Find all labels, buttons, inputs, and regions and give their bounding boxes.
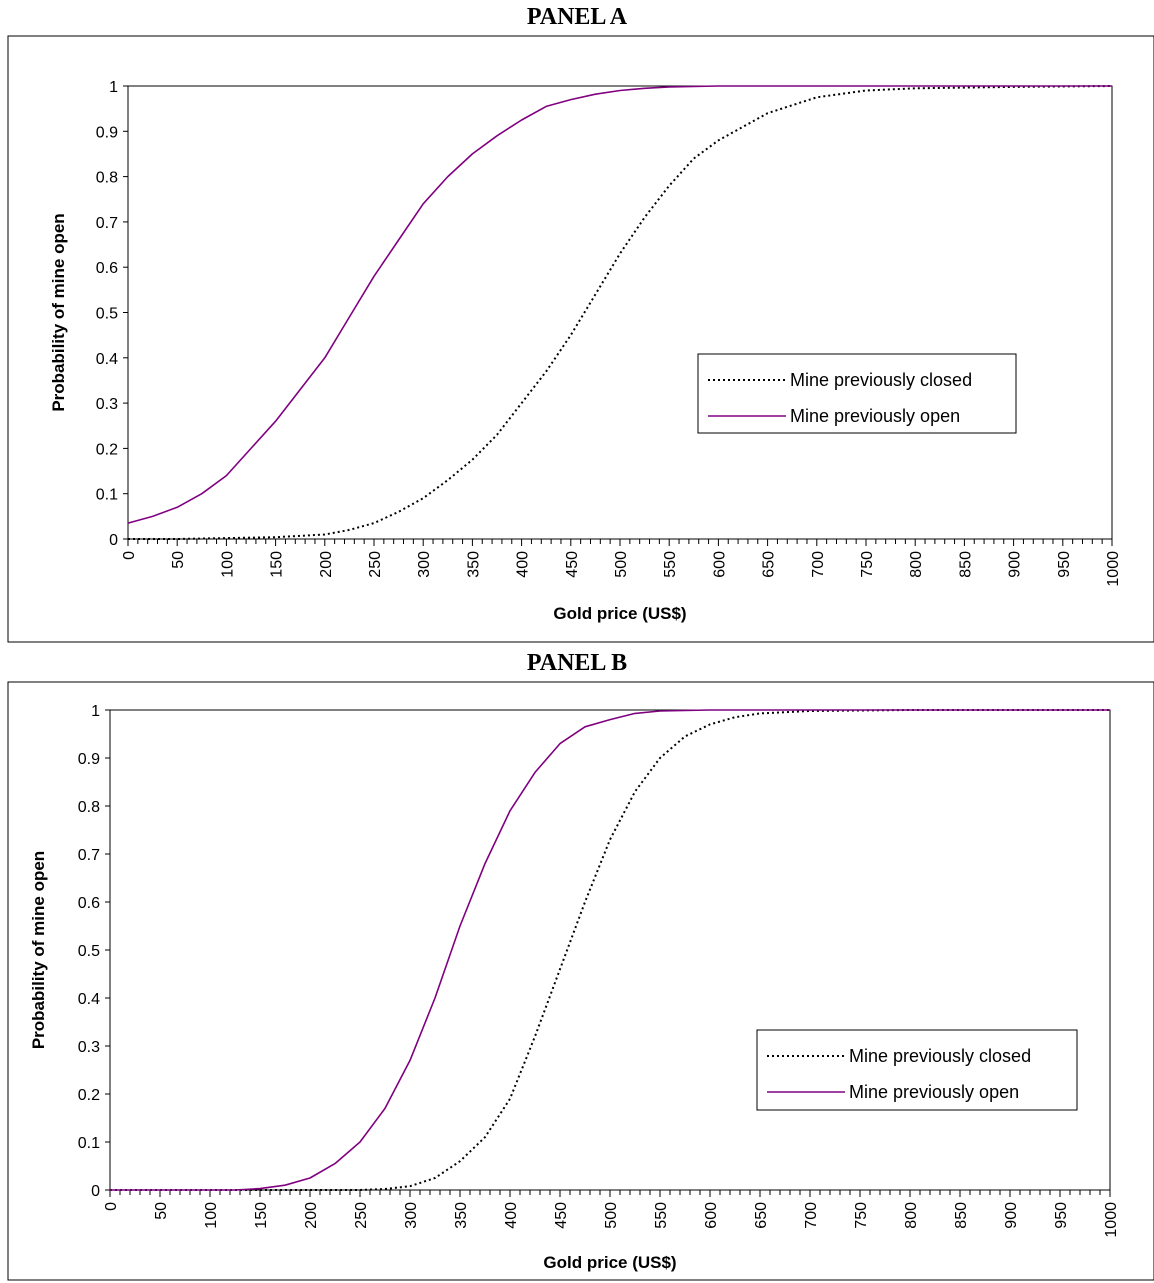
panel-b-x-tick-label: 950 <box>1053 1202 1070 1229</box>
panel-a-legend-box <box>697 353 1017 434</box>
panel-b-x-axis-title: Gold price (US$) <box>543 1253 676 1272</box>
panel-a-y-tick-label: 1 <box>109 79 118 96</box>
panel-a-x-tick-label: 400 <box>515 551 532 578</box>
panel-b-x-tick-label: 250 <box>353 1202 370 1229</box>
panel-a-y-tick-label: 0.5 <box>96 306 118 323</box>
panel-b-y-axis-title: Probability of mine open <box>29 851 48 1049</box>
panel-b-legend-box <box>756 1029 1078 1111</box>
panel-a-chart: 0 0.1 0.2 0.3 0.4 0.5 0.6 0.7 0.8 0.9 1 0 50 100 150 20… <box>7 35 1154 643</box>
panel-a-y-tick-label: 0.9 <box>96 124 118 141</box>
panel-a-x-tick-label: 250 <box>367 551 384 578</box>
panel-a-frame <box>7 35 1154 643</box>
panel-a-x-tick-label: 100 <box>219 551 236 578</box>
panel-a-x-axis-title: Gold price (US$) <box>553 604 686 623</box>
panel-a-y-tick-label: 0.4 <box>96 351 118 368</box>
panel-a-x-tick-label: 600 <box>711 551 728 578</box>
panel-b-y-tick-label: 0.1 <box>78 1135 100 1152</box>
panel-a-y-tick-label: 0.1 <box>96 487 118 504</box>
panel-a-x-tick-label: 900 <box>1007 551 1024 578</box>
panel-a-x-tick-label: 650 <box>761 551 778 578</box>
panel-a-x-tick-label: 750 <box>859 551 876 578</box>
panel-a-x-tick-label: 450 <box>564 551 581 578</box>
panel-b-y-tick-label: 0.3 <box>78 1039 100 1056</box>
panel-b-y-tick-label: 0.9 <box>78 751 100 768</box>
panel-a-y-tick-label: 0.6 <box>96 260 118 277</box>
panel-a-title: PANEL A <box>526 4 628 30</box>
panel-b-x-tick-label: 400 <box>503 1202 520 1229</box>
panel-b-plot-area <box>109 709 1111 1191</box>
panel-b-x-tick-label: 800 <box>903 1202 920 1229</box>
panel-b-x-tick-label: 350 <box>453 1202 470 1229</box>
panel-b-x-tick-label: 650 <box>753 1202 770 1229</box>
panel-a-x-tick-label: 700 <box>810 551 827 578</box>
panel-b-y-tick-label: 0.4 <box>78 991 100 1008</box>
panel-b-chart: 0 0.1 0.2 0.3 0.4 0.5 0.6 0.7 0.8 0.9 1 0 50 100 150 20… <box>7 681 1154 1281</box>
panel-a-x-tick-label: 0 <box>121 551 138 560</box>
panel-b-x-tick-label: 700 <box>803 1202 820 1229</box>
panel-b-y-tick-label: 0.2 <box>78 1087 100 1104</box>
panel-b-y-tick-label: 0.6 <box>78 895 100 912</box>
panel-a-x-tick-label: 300 <box>416 551 433 578</box>
panel-a-x-tick-label: 500 <box>613 551 630 578</box>
panel-b-y-tick-label: 0 <box>91 1183 100 1200</box>
panel-a-y-tick-label: 0.3 <box>96 396 118 413</box>
panel-b-x-tick-label: 450 <box>553 1202 570 1229</box>
panel-b-x-tick-label: 300 <box>403 1202 420 1229</box>
panel-b-x-tick-label: 0 <box>103 1202 120 1211</box>
panel-a-x-tick-label: 200 <box>318 551 335 578</box>
panel-a-x-tick-label: 350 <box>465 551 482 578</box>
panel-a-series-open-line <box>127 85 1112 524</box>
panel-a-x-tick-label: 50 <box>170 551 187 569</box>
panel-b-y-tick-label: 1 <box>91 703 100 720</box>
panel-a-x-tick-label: 1000 <box>1105 551 1122 587</box>
panel-a-x-tick-label: 950 <box>1056 551 1073 578</box>
panel-b-x-tick-label: 1000 <box>1103 1202 1120 1238</box>
panel-a-series-closed-line <box>128 85 1113 540</box>
panel-a-x-tick-label: 800 <box>908 551 925 578</box>
panel-a-x-tick-label: 850 <box>957 551 974 578</box>
panel-b-x-tick-label: 500 <box>603 1202 620 1229</box>
panel-b-y-tick-label: 0.5 <box>78 943 100 960</box>
panel-b-y-tick-label: 0.8 <box>78 799 100 816</box>
panel-a-y-tick-label: 0.2 <box>96 441 118 458</box>
panel-b-x-tick-label: 850 <box>953 1202 970 1229</box>
panel-b-frame <box>7 681 1154 1281</box>
panel-b-legend-label: Mine previously open <box>849 1082 1019 1102</box>
panel-a-plot-area <box>127 85 1113 540</box>
panel-b-title: PANEL B <box>526 650 628 676</box>
panel-b-x-tick-label: 100 <box>203 1202 220 1229</box>
panel-b-legend-label: Mine previously closed <box>849 1046 1031 1066</box>
panel-b-x-tick-label: 550 <box>653 1202 670 1229</box>
panel-a-legend-label: Mine previously closed <box>790 370 972 390</box>
panel-b-x-tick-label: 50 <box>153 1202 170 1220</box>
panel-a-y-axis-title: Probability of mine open <box>49 213 68 411</box>
panel-a-y-tick-label: 0.8 <box>96 170 118 187</box>
panel-b-x-tick-label: 750 <box>853 1202 870 1229</box>
panel-a-x-tick-label: 550 <box>662 551 679 578</box>
panel-a-y-tick-label: 0 <box>109 532 118 549</box>
panel-b-x-tick-label: 600 <box>703 1202 720 1229</box>
panel-a-x-tick-label: 150 <box>269 551 286 578</box>
panel-b-x-tick-label: 200 <box>303 1202 320 1229</box>
panel-a-legend-label: Mine previously open <box>790 406 960 426</box>
panel-b-x-tick-label: 900 <box>1003 1202 1020 1229</box>
panel-b-y-tick-label: 0.7 <box>78 847 100 864</box>
panel-b-series-open-line <box>110 709 1110 1191</box>
panel-a-y-tick-label: 0.7 <box>96 215 118 232</box>
panel-b-series-closed-line <box>110 709 1110 1191</box>
panel-b-x-tick-label: 150 <box>253 1202 270 1229</box>
